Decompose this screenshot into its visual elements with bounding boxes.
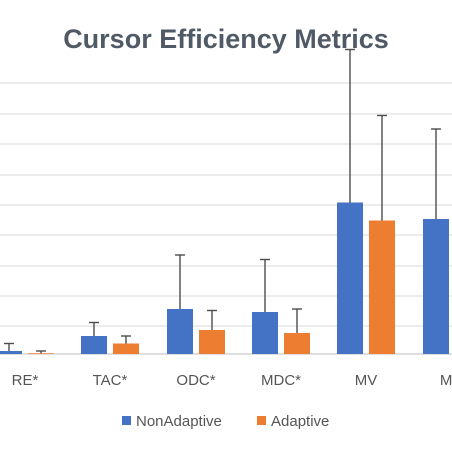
category-label: MDC* bbox=[261, 372, 301, 389]
bar-nonadaptive-0 bbox=[0, 351, 22, 354]
legend-swatch-nonadaptive bbox=[122, 416, 131, 425]
bar-adaptive-0 bbox=[28, 353, 54, 354]
category-label: MV bbox=[355, 372, 378, 389]
category-label: TAC* bbox=[93, 372, 128, 389]
bar-adaptive-4 bbox=[369, 220, 395, 354]
category-label: MO bbox=[440, 372, 452, 389]
legend-label-nonadaptive: NonAdaptive bbox=[136, 413, 222, 430]
legend: NonAdaptive Adaptive bbox=[122, 413, 329, 430]
bar-nonadaptive-5 bbox=[423, 219, 449, 354]
bar-adaptive-3 bbox=[284, 333, 310, 354]
category-label: ODC* bbox=[176, 372, 215, 389]
bar-nonadaptive-3 bbox=[252, 312, 278, 354]
bar-adaptive-1 bbox=[113, 343, 139, 354]
bar-nonadaptive-4 bbox=[337, 202, 363, 354]
bars bbox=[0, 48, 449, 354]
legend-swatch-adaptive bbox=[257, 416, 266, 425]
bar-adaptive-2 bbox=[199, 330, 225, 354]
bar-nonadaptive-1 bbox=[81, 336, 107, 354]
bar-nonadaptive-2 bbox=[167, 309, 193, 354]
legend-label-adaptive: Adaptive bbox=[271, 413, 329, 430]
chart-title: Cursor Efficiency Metrics bbox=[63, 24, 389, 54]
category-label: RE* bbox=[12, 372, 39, 389]
category-labels: RE* TAC* ODC* MDC* MV MO bbox=[12, 372, 452, 389]
